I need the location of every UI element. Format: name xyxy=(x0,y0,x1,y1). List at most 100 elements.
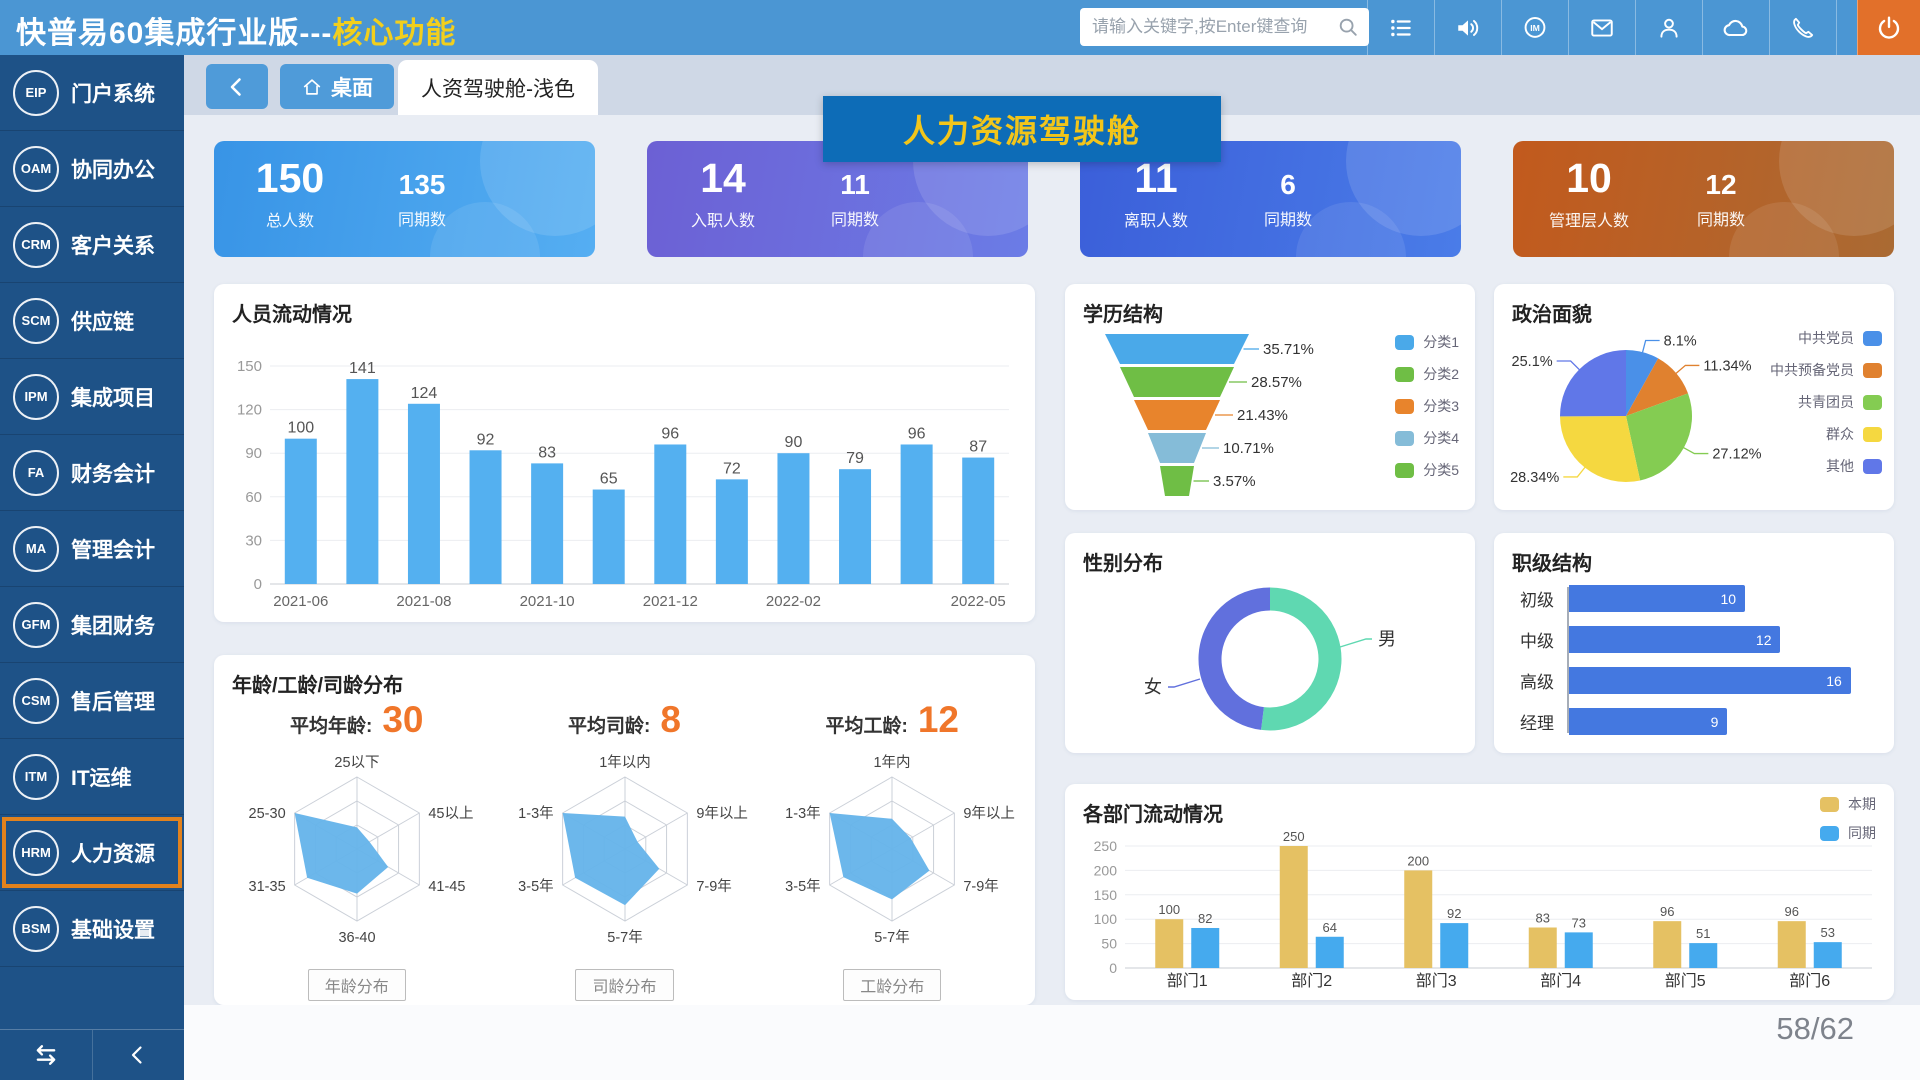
panel-title: 人员流动情况 xyxy=(232,304,352,326)
legend-item[interactable]: 分类1 xyxy=(1395,332,1459,352)
sidebar-item-label: 人力资源 xyxy=(71,842,155,866)
tab-desktop[interactable]: 桌面 xyxy=(280,64,394,109)
power-icon[interactable] xyxy=(1857,0,1920,55)
stat-secondary: 6 同期数 xyxy=(1238,157,1338,230)
sidebar-item-oam[interactable]: OAM 协同办公 xyxy=(0,131,184,207)
radar-tab-button[interactable]: 工龄分布 xyxy=(843,969,942,1001)
svg-text:96: 96 xyxy=(661,425,679,442)
legend-label: 群众 xyxy=(1826,426,1854,442)
bar xyxy=(1689,943,1718,968)
legend-item[interactable]: 中共党员 xyxy=(1798,328,1882,348)
legend-label: 中共党员 xyxy=(1798,330,1854,346)
stat-value: 14 xyxy=(700,155,746,201)
search-input[interactable] xyxy=(1090,16,1337,38)
sidebar-item-ipm[interactable]: IPM 集成项目 xyxy=(0,359,184,435)
bar xyxy=(531,463,564,584)
app-title-accent: 核心功能 xyxy=(332,17,457,50)
bar xyxy=(1279,846,1308,968)
svg-text:男: 男 xyxy=(1378,629,1396,649)
stat-secondary: 12 同期数 xyxy=(1671,157,1771,230)
sidebar-item-gfm[interactable]: GFM 集团财务 xyxy=(0,587,184,663)
panel-title: 政治面貌 xyxy=(1512,304,1592,326)
stat-label: 同期数 xyxy=(1696,212,1745,230)
axis-line xyxy=(1567,587,1569,733)
svg-text:200: 200 xyxy=(1094,862,1118,878)
svg-text:50: 50 xyxy=(1101,936,1117,952)
svg-text:10.71%: 10.71% xyxy=(1223,440,1274,457)
topbar-spacer xyxy=(1836,0,1857,55)
sidebar-item-ma[interactable]: MA 管理会计 xyxy=(0,511,184,587)
stat-label: 入职人数 xyxy=(690,213,755,231)
average-label: 平均司龄: xyxy=(568,716,651,737)
legend-item[interactable]: 分类3 xyxy=(1395,396,1459,416)
legend-swatch xyxy=(1863,458,1882,474)
module-badge: BSM xyxy=(13,905,59,952)
funnel-segment xyxy=(1120,367,1234,397)
stat-primary: 11 离职人数 xyxy=(1106,156,1206,231)
average-row: 平均工龄: 12 xyxy=(826,699,959,745)
sidebar-item-hrm[interactable]: HRM 人力资源 xyxy=(0,815,184,891)
rank-row: 经理 9 xyxy=(1510,708,1872,735)
panel-gender: 性别分布 男女 xyxy=(1065,533,1475,753)
tab-hr-dashboard[interactable]: 人资驾驶舱-浅色 xyxy=(398,60,598,115)
legend-item[interactable]: 分类5 xyxy=(1395,460,1459,480)
swap-icon[interactable] xyxy=(0,1030,92,1080)
legend-item[interactable]: 分类2 xyxy=(1395,364,1459,384)
sidebar-item-csm[interactable]: CSM 售后管理 xyxy=(0,663,184,739)
department-legend: 本期 同期 xyxy=(1820,794,1876,843)
rank-bar-track: 12 xyxy=(1569,626,1872,653)
legend-item[interactable]: 本期 xyxy=(1820,794,1876,814)
radar-tab-button[interactable]: 年龄分布 xyxy=(307,969,406,1001)
stat-primary: 10 管理层人数 xyxy=(1539,156,1639,231)
radar-tab-button[interactable]: 司龄分布 xyxy=(575,969,674,1001)
mail-icon[interactable] xyxy=(1568,0,1635,55)
global-search xyxy=(1080,8,1369,46)
svg-text:150: 150 xyxy=(1094,887,1118,903)
bar xyxy=(1315,936,1344,968)
svg-text:96: 96 xyxy=(1785,904,1799,919)
legend-item[interactable]: 同期 xyxy=(1820,823,1876,843)
stat-value: 135 xyxy=(398,169,446,200)
sidebar-item-bsm[interactable]: BSM 基础设置 xyxy=(0,891,184,967)
speaker-icon[interactable] xyxy=(1434,0,1501,55)
search-icon[interactable] xyxy=(1337,16,1359,38)
sidebar-item-scm[interactable]: SCM 供应链 xyxy=(0,283,184,359)
user-icon[interactable] xyxy=(1635,0,1702,55)
collapse-sidebar-icon[interactable] xyxy=(91,1030,185,1080)
radar-column: 平均工龄: 12 1年内 9年以上 7-9年 5-7年 3-5年 1-3年 工龄分布 xyxy=(767,699,1017,1005)
im-icon[interactable]: IM xyxy=(1501,0,1568,55)
rank-bar: 16 xyxy=(1569,667,1851,694)
pie-slice xyxy=(1560,350,1626,417)
sidebar-item-fa[interactable]: FA 财务会计 xyxy=(0,435,184,511)
svg-text:2021-12: 2021-12 xyxy=(643,593,698,610)
bar xyxy=(284,438,317,584)
sidebar-item-eip[interactable]: EIP 门户系统 xyxy=(0,55,184,131)
svg-text:79: 79 xyxy=(846,450,864,467)
svg-text:5-7年: 5-7年 xyxy=(875,929,910,946)
rank-bar: 9 xyxy=(1569,708,1728,735)
bar xyxy=(469,450,502,584)
sidebar-item-label: 门户系统 xyxy=(71,82,155,106)
sidebar-item-crm[interactable]: CRM 客户关系 xyxy=(0,207,184,283)
module-badge: EIP xyxy=(13,69,59,116)
list-icon[interactable] xyxy=(1367,0,1434,55)
svg-text:83: 83 xyxy=(1536,910,1550,925)
svg-text:28.57%: 28.57% xyxy=(1251,374,1302,391)
legend-item[interactable]: 分类4 xyxy=(1395,428,1459,448)
bar xyxy=(1564,932,1593,968)
svg-text:250: 250 xyxy=(1283,829,1305,844)
back-button[interactable] xyxy=(206,64,268,109)
svg-text:60: 60 xyxy=(245,489,262,506)
cloud-icon[interactable] xyxy=(1702,0,1769,55)
svg-text:100: 100 xyxy=(287,420,314,437)
sidebar-item-itm[interactable]: ITM IT运维 xyxy=(0,739,184,815)
funnel-svg: 35.71% 28.57% 21.43% 10.71% 3.57% xyxy=(1105,334,1314,496)
legend-item[interactable]: 其他 xyxy=(1826,456,1882,476)
phone-icon[interactable] xyxy=(1769,0,1836,55)
legend-item[interactable]: 中共预备党员 xyxy=(1770,360,1882,380)
bar xyxy=(1155,919,1184,968)
legend-item[interactable]: 共青团员 xyxy=(1798,392,1882,412)
svg-text:部门2: 部门2 xyxy=(1291,972,1332,990)
module-badge: CSM xyxy=(13,677,59,724)
legend-item[interactable]: 群众 xyxy=(1826,424,1882,444)
